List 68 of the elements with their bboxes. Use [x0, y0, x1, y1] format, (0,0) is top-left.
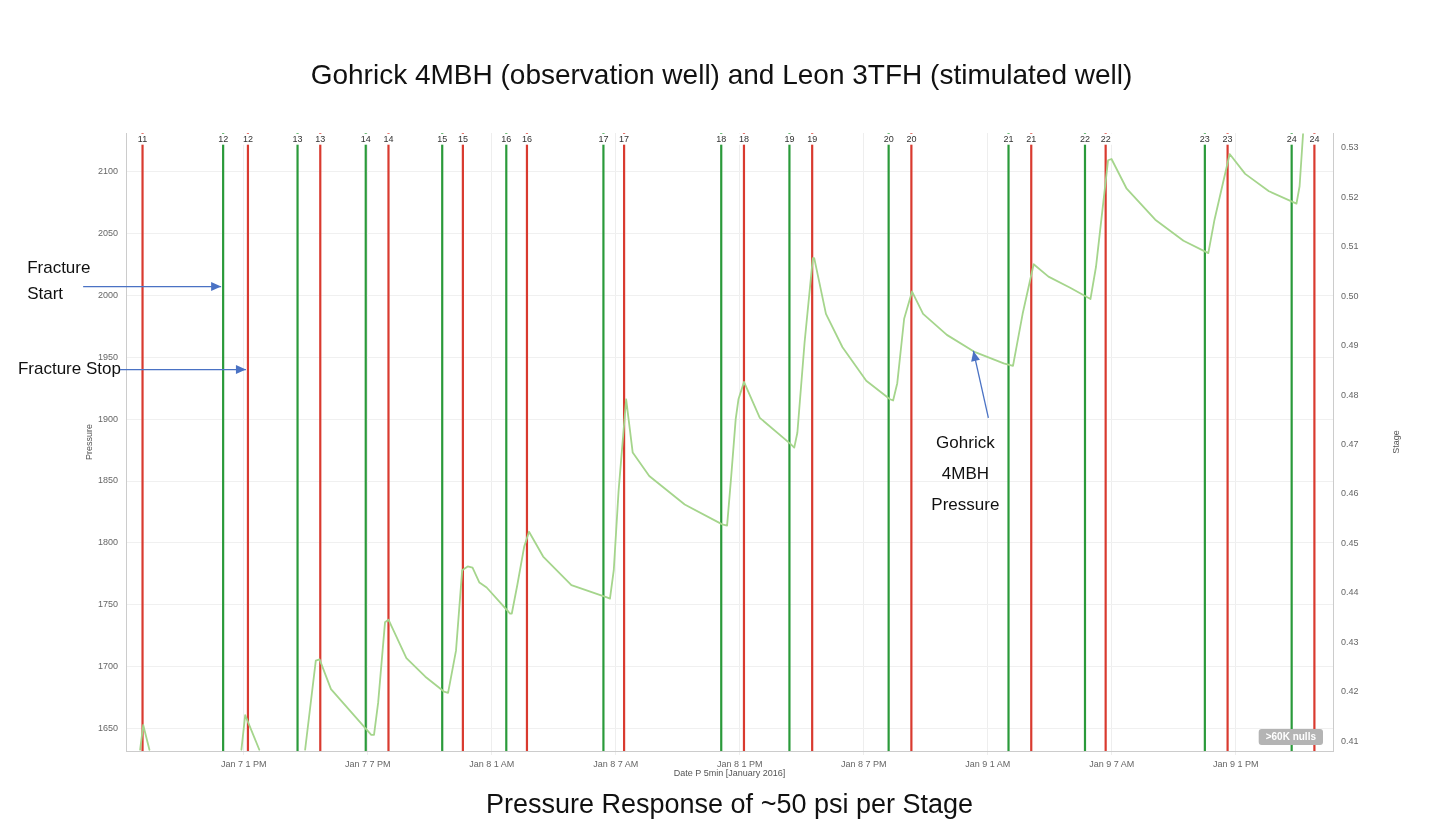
annotation: 22 — [1079, 133, 1090, 144]
annotation: 19 — [807, 133, 818, 144]
y-tick-label: 1850 — [97, 475, 118, 486]
y2-tick-label: 0.46 — [1341, 488, 1359, 499]
y2-axis-title: Stage — [1391, 430, 1402, 454]
annotation: 13 — [315, 133, 326, 144]
y-tick-label: 1650 — [97, 723, 118, 734]
annotation: 11 — [137, 133, 148, 144]
annotation: 20 — [906, 133, 917, 144]
annotation: 17 — [619, 133, 630, 144]
annotation: 16 — [501, 133, 512, 144]
x-tick-label: Jan 9 7 AM — [1089, 758, 1135, 769]
annotation: Fracture Start — [27, 258, 91, 304]
annotation: 19 — [784, 133, 795, 144]
y-tick-label: 2000 — [97, 289, 118, 300]
y2-tick-label: 0.42 — [1341, 686, 1359, 697]
x-axis-title: Date P 5min [January 2016] — [673, 768, 786, 779]
annotation: 13 — [292, 133, 303, 144]
y-tick-label: 1800 — [97, 537, 118, 548]
annotation: 14 — [383, 133, 394, 144]
annotation: 24 — [1286, 133, 1297, 144]
annotation: 16 — [521, 133, 532, 144]
annotation: 23 — [1199, 133, 1210, 144]
y-tick-label: 2100 — [97, 165, 118, 176]
y2-tick-label: 0.48 — [1341, 389, 1359, 400]
annotation: 24 — [1309, 133, 1320, 144]
annotation: 17 — [598, 133, 609, 144]
y-tick-label: 1900 — [97, 413, 118, 424]
annotation: 21 — [1003, 133, 1014, 144]
annotation: 14 — [360, 133, 371, 144]
annotation: 21 — [1026, 133, 1037, 144]
chart-title: Gohrick 4MBH (observation well) and Leon 3TFH (stimulated well) — [310, 58, 1133, 90]
annotation: Fracture Stop — [17, 359, 121, 379]
y-tick-label: 1950 — [97, 351, 118, 362]
annotation: 15 — [437, 133, 448, 144]
y2-tick-label: 0.47 — [1341, 438, 1359, 449]
y2-tick-label: 0.44 — [1341, 587, 1359, 598]
annotation: 22 — [1100, 133, 1111, 144]
y-tick-label: 1700 — [97, 661, 118, 672]
y-tick-label: 1750 — [97, 599, 118, 610]
y-tick-label: 2050 — [97, 227, 118, 238]
annotation: 18 — [716, 133, 727, 144]
y2-tick-label: 0.52 — [1341, 191, 1359, 202]
annotation: >60K nulls — [1265, 730, 1317, 742]
y2-tick-label: 0.41 — [1341, 735, 1359, 746]
annotation: 20 — [883, 133, 894, 144]
y2-tick-label: 0.43 — [1341, 636, 1359, 647]
x-tick-label: Jan 7 7 PM — [345, 758, 391, 769]
y2-tick-label: 0.49 — [1341, 340, 1359, 351]
annotation: 18 — [738, 133, 749, 144]
text: Pressure Response of ~50 psi per Stage — [485, 789, 974, 820]
annotation: 12 — [218, 133, 229, 144]
annotation: 23 — [1222, 133, 1233, 144]
x-tick-label: Jan 9 1 PM — [1213, 758, 1259, 769]
y2-tick-label: 0.50 — [1341, 290, 1359, 301]
y2-tick-label: 0.53 — [1341, 142, 1359, 153]
annotation: Gohrick 4MBH Pressure — [931, 432, 1000, 514]
x-tick-label: Jan 9 1 AM — [965, 758, 1011, 769]
x-tick-label: Jan 7 1 PM — [221, 758, 267, 769]
x-tick-label: Jan 8 7 PM — [841, 758, 887, 769]
x-tick-label: Jan 8 7 AM — [593, 758, 639, 769]
y-axis-title: Pressure — [84, 423, 95, 461]
y2-tick-label: 0.51 — [1341, 241, 1359, 252]
y2-tick-label: 0.45 — [1341, 537, 1359, 548]
annotation: 12 — [242, 133, 253, 144]
x-tick-label: Jan 8 1 AM — [469, 758, 515, 769]
annotation: 15 — [457, 133, 468, 144]
x-tick-label: Jan 8 1 PM — [717, 758, 763, 769]
